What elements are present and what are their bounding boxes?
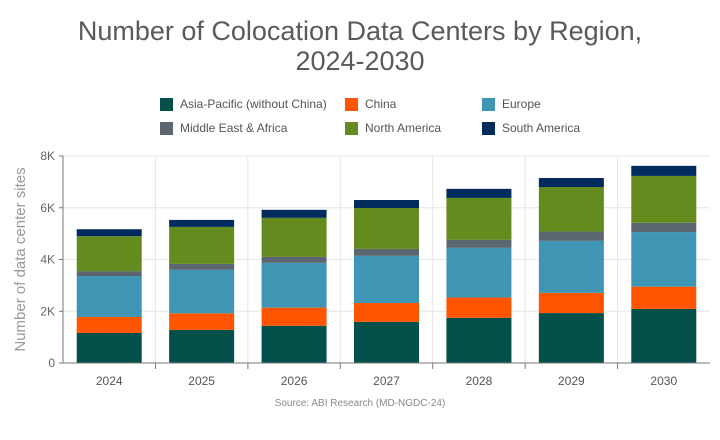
y-tick-label: 6K — [40, 201, 55, 215]
legend-label: South America — [502, 121, 581, 135]
y-tick-label: 0 — [48, 356, 55, 370]
bar-segment — [261, 209, 327, 218]
legend-swatch — [345, 121, 358, 135]
bar-segment — [354, 321, 419, 363]
x-tick-label: 2024 — [96, 374, 123, 388]
legend-swatch — [160, 97, 173, 111]
legend-item[interactable]: Middle East & Africa — [160, 121, 287, 135]
bar-segment — [538, 231, 604, 241]
bar-segment — [354, 199, 419, 209]
legend-item[interactable]: China — [345, 97, 396, 111]
legend-swatch — [482, 121, 495, 135]
bar-segment — [446, 188, 512, 198]
legend-swatch — [160, 121, 173, 135]
x-tick-label: 2030 — [650, 374, 677, 388]
bar-segment — [538, 313, 604, 363]
legend-label: Middle East & Africa — [180, 121, 288, 135]
bar-segment — [631, 232, 697, 287]
bar-segment — [169, 219, 235, 227]
bar-segment — [631, 175, 697, 223]
bar-segment — [538, 292, 604, 314]
bar-segment — [446, 197, 512, 240]
title-line-1: Number of Colocation Data Centers by Reg… — [77, 16, 643, 46]
legend-label: Asia-Pacific (without China) — [180, 97, 327, 111]
bar-segment — [261, 217, 327, 257]
bar-segment — [76, 271, 142, 277]
bar-segment — [354, 255, 419, 303]
bar-segment — [169, 269, 235, 314]
bar-segment — [76, 229, 142, 237]
bar-segment — [261, 262, 327, 308]
bar-segment — [169, 226, 235, 264]
bar-segment — [76, 316, 142, 333]
source-note: Source: ABI Research (MD-NGDC-24) — [274, 398, 446, 409]
legend-label: Europe — [502, 97, 541, 111]
legend-label: China — [365, 97, 397, 111]
chart-title: Number of Colocation Data Centers by Reg… — [0, 16, 720, 76]
bar-segment — [76, 332, 142, 363]
title-line-2: 2024-2030 — [295, 46, 425, 76]
legend-label: North America — [365, 121, 442, 135]
bar-segment — [261, 325, 327, 363]
legend-swatch — [482, 97, 495, 111]
bar-segment — [446, 239, 512, 248]
x-tick-label: 2028 — [466, 374, 493, 388]
bar-segment — [631, 165, 697, 176]
bar-segment — [76, 236, 142, 272]
x-tick-label: 2029 — [558, 374, 585, 388]
bar-segment — [446, 247, 512, 298]
y-tick-label: 8K — [40, 149, 55, 163]
bar-segment — [261, 256, 327, 263]
bar-segment — [538, 187, 604, 232]
y-tick-label: 2K — [40, 304, 55, 318]
bar-segment — [261, 307, 327, 326]
legend-item[interactable]: Asia-Pacific (without China) — [160, 97, 327, 111]
legend-item[interactable]: North America — [345, 121, 441, 135]
legend-swatch — [345, 97, 358, 111]
bar-segment — [538, 240, 604, 293]
bar-segment — [354, 302, 419, 322]
y-tick-label: 4K — [40, 253, 55, 267]
bar-segment — [538, 177, 604, 188]
bar-segment — [169, 313, 235, 330]
bar-segment — [631, 308, 697, 363]
bar-segment — [354, 248, 419, 256]
bar-segment — [631, 222, 697, 233]
bar-segment — [446, 317, 512, 363]
bar-segment — [76, 276, 142, 317]
bar-segment — [169, 263, 235, 270]
bar-segment — [446, 297, 512, 318]
y-axis-label: Number of data center sites — [12, 167, 29, 351]
x-tick-label: 2027 — [373, 374, 400, 388]
bar-segment — [354, 208, 419, 249]
bar-segment — [631, 286, 697, 309]
legend-item[interactable]: South America — [482, 121, 580, 135]
legend-item[interactable]: Europe — [482, 97, 541, 111]
x-tick-label: 2025 — [188, 374, 215, 388]
bar-segment — [169, 329, 235, 363]
x-tick-label: 2026 — [281, 374, 308, 388]
